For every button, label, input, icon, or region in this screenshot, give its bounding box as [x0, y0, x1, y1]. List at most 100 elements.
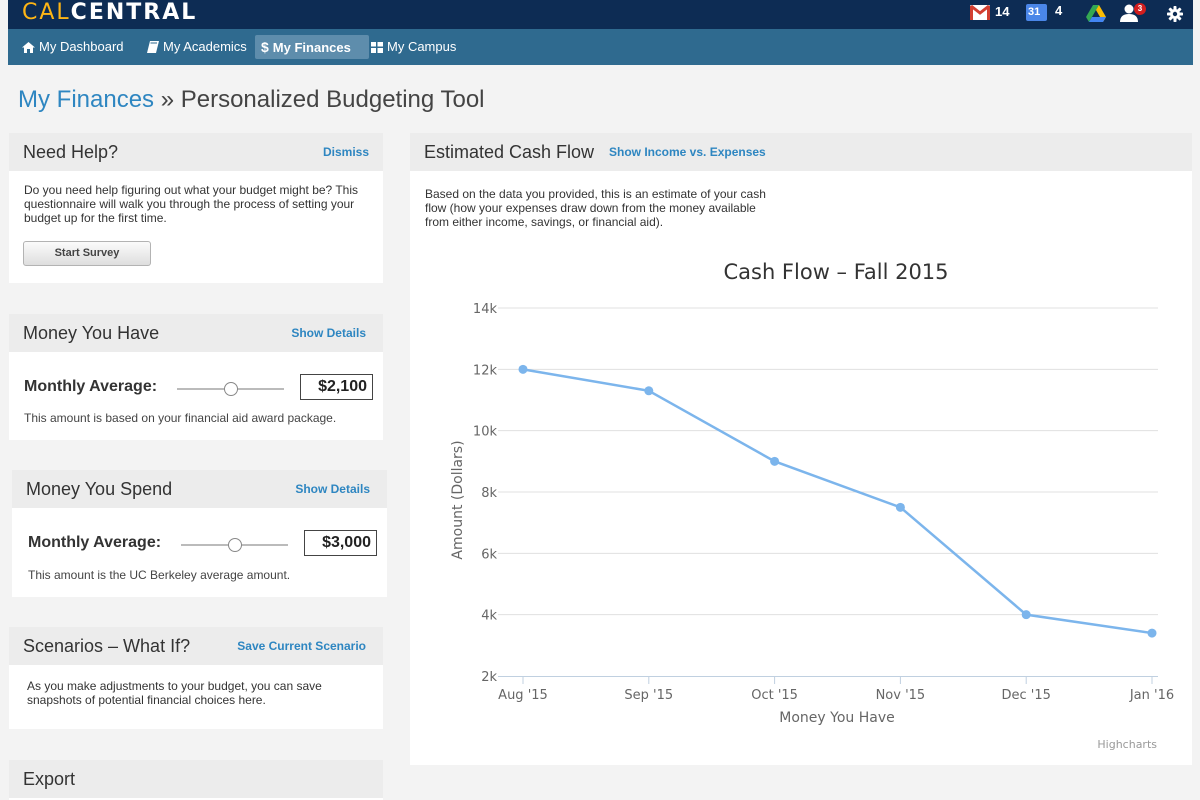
calendar-day: 31 — [1028, 6, 1041, 18]
show-details-link[interactable]: Show Details — [295, 482, 370, 496]
slider-handle[interactable] — [227, 538, 242, 552]
nav-label: My Academics — [163, 39, 247, 54]
nav-my-finances[interactable]: $ My Finances — [255, 35, 369, 59]
need-help-panel: Need Help? Dismiss Do you need help figu… — [9, 133, 383, 283]
calcentral-logo[interactable]: CALCENTRAL — [22, 1, 197, 25]
x-tick-label: Aug '15 — [498, 688, 548, 703]
mail-button[interactable]: 14 — [970, 4, 1016, 26]
money-spend-note: This amount is the UC Berkeley average a… — [28, 568, 291, 582]
home-icon — [22, 42, 35, 53]
breadcrumb-separator: » — [154, 86, 181, 113]
need-help-text: Do you need help figuring out what your … — [24, 183, 358, 225]
scenarios-panel: Scenarios – What If? Save Current Scenar… — [9, 627, 383, 729]
notification-badge: 3 — [1134, 3, 1146, 15]
gear-icon[interactable] — [1167, 6, 1183, 22]
data-point — [518, 364, 528, 374]
cash-flow-panel: Estimated Cash Flow Show Income vs. Expe… — [410, 133, 1192, 765]
y-tick-label: 8k — [481, 486, 497, 501]
show-details-link[interactable]: Show Details — [291, 326, 366, 340]
cash-flow-text: Based on the data you provided, this is … — [425, 187, 766, 229]
chart-credit[interactable]: Highcharts — [1097, 738, 1157, 751]
book-icon — [147, 41, 159, 53]
x-axis-title: Money You Have — [779, 710, 894, 726]
need-help-header: Need Help? Dismiss — [9, 133, 383, 171]
export-header[interactable]: Export — [9, 760, 383, 798]
data-point — [770, 456, 780, 466]
scenarios-line: snapshots of potential financial choices… — [27, 693, 266, 707]
drive-icon[interactable] — [1086, 5, 1106, 23]
nav-label: My Finances — [272, 40, 351, 55]
nav-label: My Dashboard — [39, 39, 124, 54]
show-income-vs-expenses-link[interactable]: Show Income vs. Expenses — [609, 145, 766, 159]
nav-my-dashboard[interactable]: My Dashboard — [16, 35, 132, 59]
need-help-line: budget up for the first time. — [24, 211, 167, 225]
need-help-line: questionnaire will walk you through the … — [24, 197, 355, 211]
nav-my-academics[interactable]: My Academics — [141, 35, 255, 59]
nav-my-campus[interactable]: My Campus — [365, 35, 464, 59]
y-tick-label: 10k — [473, 425, 498, 440]
y-tick-label: 6k — [481, 547, 497, 562]
x-tick-label: Jan '16 — [1129, 688, 1174, 703]
cash-flow-line: from either income, savings, or financia… — [425, 215, 664, 229]
y-axis-ticks: 2k 4k 6k 8k 10k 12k 14k — [473, 302, 498, 685]
export-title: Export — [23, 769, 76, 789]
start-survey-button[interactable]: Start Survey — [23, 241, 151, 266]
cash-flow-chart: Cash Flow – Fall 2015 2k4k6k8k10k12k14k … — [450, 260, 1174, 751]
x-axis: Aug '15 Sep '15 Oct '15 Nov '15 Dec '15 Jan '… — [498, 676, 1174, 703]
mail-count: 14 — [995, 4, 1010, 19]
dismiss-link[interactable]: Dismiss — [322, 145, 369, 159]
data-point — [1021, 610, 1031, 620]
x-tick-label: Sep '15 — [624, 688, 673, 703]
x-tick-label: Dec '15 — [1001, 688, 1050, 703]
money-you-have-title: Money You Have — [23, 323, 160, 343]
grid-icon — [371, 42, 383, 53]
slider-handle[interactable] — [223, 382, 238, 396]
mail-icon — [970, 5, 990, 20]
chart-series — [518, 364, 1157, 638]
data-point — [1147, 628, 1157, 638]
money-spend-slider[interactable] — [181, 538, 288, 552]
logo-central: CENTRAL — [70, 0, 198, 25]
scenarios-text: As you make adjustments to your budget, … — [27, 679, 322, 707]
money-have-note: This amount is based on your financial a… — [24, 411, 337, 425]
page-title: My Finances » Personalized Budgeting Too… — [18, 86, 485, 114]
scenarios-header: Scenarios – What If? Save Current Scenar… — [9, 627, 383, 665]
series-line — [522, 368, 1153, 635]
monthly-average-label: Monthly Average: — [28, 534, 162, 551]
chart-grid — [498, 307, 1158, 616]
monthly-average-label: Monthly Average: — [24, 378, 158, 395]
nav-label: My Campus — [387, 39, 457, 54]
money-have-amount-input[interactable]: $2,100 — [300, 374, 373, 400]
y-axis-title: Amount (Dollars) — [450, 440, 466, 559]
y-tick-label: 4k — [481, 609, 497, 624]
money-you-have-header: Money You Have Show Details — [9, 314, 383, 352]
user-icon — [1120, 4, 1138, 22]
data-point — [644, 386, 654, 396]
scenarios-line: As you make adjustments to your budget, … — [27, 679, 322, 693]
money-you-spend-header: Money You Spend Show Details — [12, 470, 387, 508]
save-current-scenario-link[interactable]: Save Current Scenario — [237, 639, 366, 653]
x-tick-label: Nov '15 — [876, 688, 926, 703]
logo-cal: CAL — [22, 0, 71, 25]
main-nav: My Dashboard My Academics $ My Finances M… — [8, 29, 1193, 65]
money-you-spend-title: Money You Spend — [26, 479, 173, 499]
money-have-slider[interactable] — [177, 382, 284, 396]
dollar-icon: $ — [261, 39, 269, 55]
breadcrumb-my-finances[interactable]: My Finances — [18, 86, 155, 113]
cash-flow-header: Estimated Cash Flow Show Income vs. Expe… — [410, 133, 1192, 171]
x-tick-label: Oct '15 — [751, 688, 798, 703]
money-you-spend-panel: Money You Spend Show Details Monthly Ave… — [12, 470, 387, 597]
chart-title: Cash Flow – Fall 2015 — [723, 260, 948, 284]
data-point — [895, 502, 905, 512]
notifications-button[interactable]: 3 — [1120, 3, 1150, 25]
y-tick-label: 12k — [473, 363, 498, 378]
export-panel: Export — [9, 760, 383, 800]
calendar-icon: 31 — [1026, 4, 1047, 21]
money-spend-amount-input[interactable]: $3,000 — [304, 530, 377, 556]
money-you-have-panel: Money You Have Show Details Monthly Aver… — [9, 314, 383, 440]
cash-flow-line: flow (how your expenses draw down from t… — [425, 201, 756, 215]
y-tick-label: 14k — [473, 302, 498, 317]
calendar-button[interactable]: 31 4 — [1026, 3, 1070, 25]
need-help-line: Do you need help figuring out what your … — [24, 183, 358, 197]
page-heading: Personalized Budgeting Tool — [180, 86, 485, 113]
